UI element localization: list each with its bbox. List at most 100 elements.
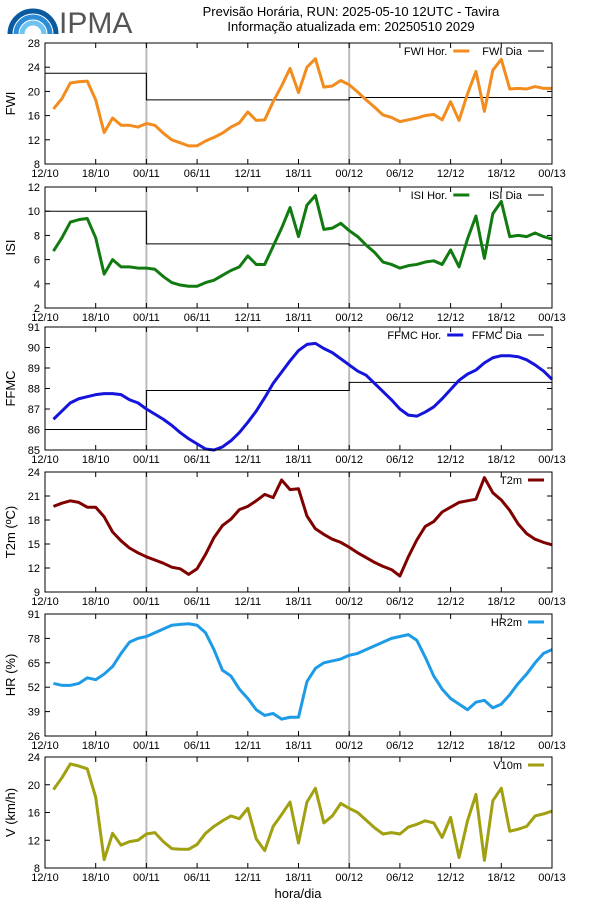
y-tick-label: 52 [28, 682, 40, 694]
x-tick-label: 18/12 [488, 596, 516, 608]
plot-frame [44, 756, 553, 869]
hourly-series-line [52, 57, 552, 148]
x-tick-label: 06/12 [386, 312, 414, 324]
x-tick-label: 00/11 [133, 872, 160, 884]
y-tick-label: 26 [28, 731, 40, 743]
y-tick-label: 91 [28, 609, 40, 621]
x-tick-label: 18/10 [82, 872, 110, 884]
chart-title-line1: Previsão Horária, RUN: 2025-05-10 12UTC … [203, 4, 500, 19]
x-tick-label: 18/11 [285, 454, 312, 466]
x-tick-label: 18/12 [488, 740, 516, 752]
x-tick-label: 06/12 [386, 872, 414, 884]
x-tick-label: 12/11 [234, 740, 261, 752]
y-tick-label: 9 [34, 587, 40, 599]
legend-entry: FFMC Dia [472, 330, 523, 342]
daily-series-line [45, 381, 552, 430]
hourly-series-line [52, 341, 554, 452]
x-tick-label: 12/11 [234, 454, 261, 466]
y-tick-label: 91 [28, 322, 40, 334]
x-tick-label: 12/10 [31, 596, 59, 608]
x-tick-label: 00/11 [133, 454, 160, 466]
y-tick-label: 4 [34, 279, 40, 291]
daily-series-line [45, 72, 552, 101]
x-tick-label: 18/11 [285, 168, 312, 180]
x-tick-label: 12/10 [31, 168, 59, 180]
y-tick-label: 12 [28, 835, 40, 847]
x-tick-label: 06/11 [184, 872, 211, 884]
x-tick-label: 12/12 [437, 872, 465, 884]
y-axis-label: FWI [3, 92, 18, 116]
y-tick-label: 16 [28, 808, 40, 820]
x-tick-label: 18/12 [488, 168, 516, 180]
legend-entry: FWI Dia [482, 46, 523, 58]
y-tick-label: 10 [28, 206, 40, 218]
y-tick-label: 21 [28, 491, 40, 503]
plot-frame [44, 613, 553, 737]
x-tick-label: 00/13 [538, 740, 566, 752]
x-tick-label: 06/12 [386, 740, 414, 752]
panel-2: 2 4 6 8 10 12 12/10 18/10 00/11 06/11 12/11 18/11 00… [3, 182, 566, 324]
x-tick-label: 06/11 [184, 596, 211, 608]
x-tick-label: 12/12 [437, 740, 465, 752]
x-tick-label: 12/12 [437, 312, 465, 324]
y-tick-label: 87 [28, 404, 40, 416]
y-tick-label: 20 [28, 780, 40, 792]
plot-frame [44, 186, 553, 309]
x-axis-label: hora/dia [275, 886, 323, 900]
y-tick-label: 85 [28, 445, 40, 457]
y-tick-label: 6 [34, 255, 40, 267]
x-tick-label: 12/10 [31, 740, 59, 752]
x-tick-label: 00/11 [133, 312, 160, 324]
y-tick-label: 8 [34, 159, 40, 171]
x-tick-label: 18/10 [82, 740, 110, 752]
x-tick-label: 00/13 [538, 596, 566, 608]
x-tick-label: 12/11 [234, 872, 261, 884]
legend-entry: FFMC Hor. [387, 330, 441, 342]
x-tick-label: 18/10 [82, 168, 110, 180]
y-tick-label: 8 [34, 863, 40, 875]
x-tick-label: 00/12 [335, 312, 363, 324]
x-tick-label: 06/12 [386, 454, 414, 466]
y-tick-label: 65 [28, 658, 40, 670]
y-tick-label: 12 [28, 182, 40, 194]
legend-entry: ISI Hor. [411, 190, 448, 202]
daily-series-line [45, 210, 552, 246]
y-tick-label: 12 [28, 135, 40, 147]
rainbow-icon [7, 8, 59, 35]
y-tick-label: 18 [28, 515, 40, 527]
chart-title-line2: Informação atualizada em: 20250510 2029 [227, 19, 474, 34]
x-tick-label: 18/12 [488, 872, 516, 884]
y-tick-label: 28 [28, 38, 40, 50]
x-tick-label: 18/12 [488, 454, 516, 466]
hourly-series-line [52, 762, 553, 862]
x-tick-label: 12/10 [31, 312, 59, 324]
y-tick-label: 12 [28, 563, 40, 575]
y-tick-label: 8 [34, 230, 40, 242]
x-tick-label: 12/11 [234, 312, 261, 324]
x-tick-label: 00/13 [538, 454, 566, 466]
x-tick-label: 06/11 [184, 312, 211, 324]
y-axis-label: HR (%) [3, 654, 18, 697]
x-tick-label: 06/11 [184, 168, 211, 180]
x-tick-label: 18/11 [285, 312, 312, 324]
legend-entry: HR2m [491, 617, 522, 629]
x-tick-label: 00/12 [335, 454, 363, 466]
y-axis-label: V (km/h) [3, 788, 18, 837]
y-tick-label: 24 [28, 467, 40, 479]
y-axis-label: T2m (ºC) [3, 506, 18, 558]
hourly-series-line [53, 622, 553, 721]
y-tick-label: 2 [34, 303, 40, 315]
x-tick-label: 12/11 [234, 596, 261, 608]
x-tick-label: 00/13 [538, 312, 566, 324]
x-tick-label: 00/12 [335, 596, 363, 608]
x-tick-label: 00/12 [335, 872, 363, 884]
x-tick-label: 18/11 [285, 596, 312, 608]
y-tick-label: 89 [28, 363, 40, 375]
y-tick-label: 39 [28, 707, 40, 719]
y-tick-label: 15 [28, 539, 40, 551]
panel-5: 26 39 52 65 78 91 12/10 18/10 00/11 06/11 12/11 18/… [3, 609, 566, 752]
x-tick-label: 12/10 [31, 454, 59, 466]
hourly-series-line [52, 193, 553, 288]
